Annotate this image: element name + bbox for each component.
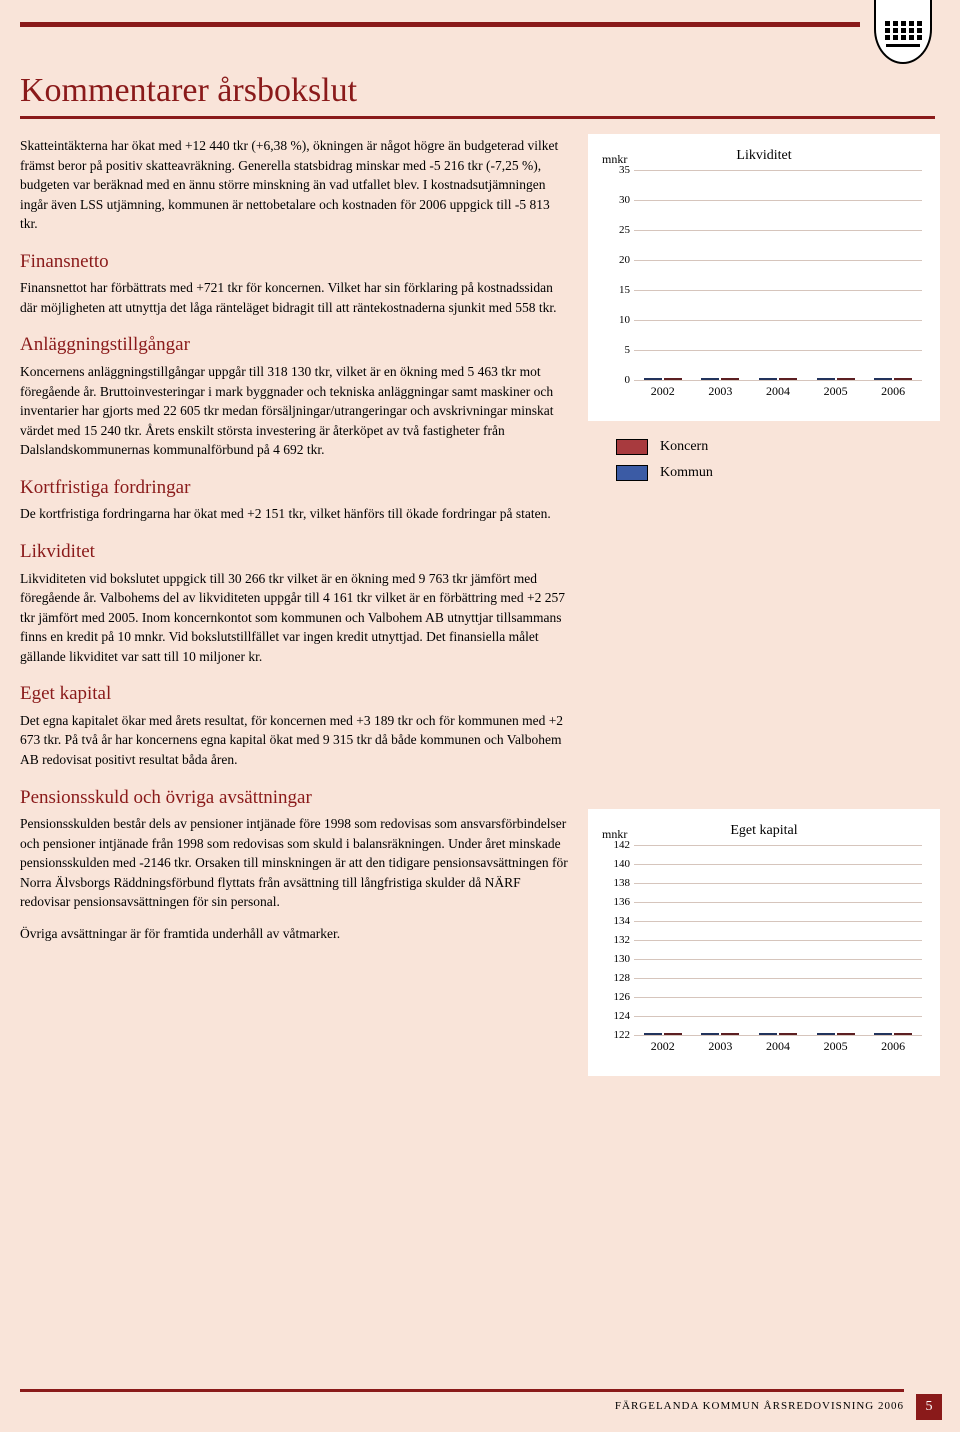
- sidebar-charts: mnkr Likviditet 05101520253035 200220032…: [588, 134, 940, 1094]
- legend-swatch-kommun: [616, 465, 648, 481]
- footer-rule: [20, 1389, 904, 1392]
- legend-swatch-koncern: [616, 439, 648, 455]
- heading-finansnetto: Finansnetto: [20, 248, 568, 276]
- header-rule: [20, 22, 860, 27]
- intro-paragraph: Skatteintäkterna har ökat med +12 440 tk…: [20, 136, 568, 234]
- chart2-plot: [634, 845, 922, 1035]
- page-title: Kommentarer årsbokslut: [20, 72, 357, 110]
- heading-anlaggning: Anläggningstillgångar: [20, 331, 568, 359]
- page-number: 5: [916, 1394, 942, 1420]
- paragraph-finansnetto: Finansnettot har förbättrats med +721 tk…: [20, 278, 568, 317]
- heading-eget: Eget kapital: [20, 680, 568, 708]
- chart2-yaxis: 122124126128130132134136138140142: [604, 845, 630, 1035]
- heading-likviditet: Likviditet: [20, 538, 568, 566]
- paragraph-pension-2: Övriga avsättningar är för framtida unde…: [20, 924, 568, 944]
- legend-label-kommun: Kommun: [660, 465, 713, 481]
- main-text-column: Skatteintäkterna har ökat med +12 440 tk…: [20, 134, 568, 945]
- chart1-xaxis: 20022003200420052006: [634, 384, 922, 399]
- chart1-title: Likviditet: [600, 148, 928, 164]
- legend-label-koncern: Koncern: [660, 439, 708, 455]
- paragraph-anlaggning: Koncernens anläggningstillgångar uppgår …: [20, 362, 568, 460]
- paragraph-kortfristiga: De kortfristiga fordringarna har ökat me…: [20, 504, 568, 524]
- paragraph-pension-1: Pensionsskulden består dels av pensioner…: [20, 814, 568, 912]
- chart-eget-kapital: mnkr Eget kapital 1221241261281301321341…: [588, 809, 940, 1076]
- paragraph-eget: Det egna kapitalet ökar med årets result…: [20, 711, 568, 770]
- chart1-yaxis: 05101520253035: [604, 170, 630, 380]
- footer-text: FÄRGELANDA KOMMUN ÅRSREDOVISNING 2006: [615, 1400, 904, 1412]
- chart2-xaxis: 20022003200420052006: [634, 1039, 922, 1054]
- crest-icon: [874, 0, 932, 64]
- heading-kortfristiga: Kortfristiga fordringar: [20, 474, 568, 502]
- title-rule: [20, 116, 935, 119]
- heading-pension: Pensionsskuld och övriga avsättningar: [20, 784, 568, 812]
- chart1-plot: [634, 170, 922, 380]
- chart-likviditet: mnkr Likviditet 05101520253035 200220032…: [588, 134, 940, 421]
- paragraph-likviditet: Likviditeten vid bokslutet uppgick till …: [20, 569, 568, 667]
- chart2-title: Eget kapital: [600, 823, 928, 839]
- chart-legend: Koncern Kommun: [616, 439, 940, 481]
